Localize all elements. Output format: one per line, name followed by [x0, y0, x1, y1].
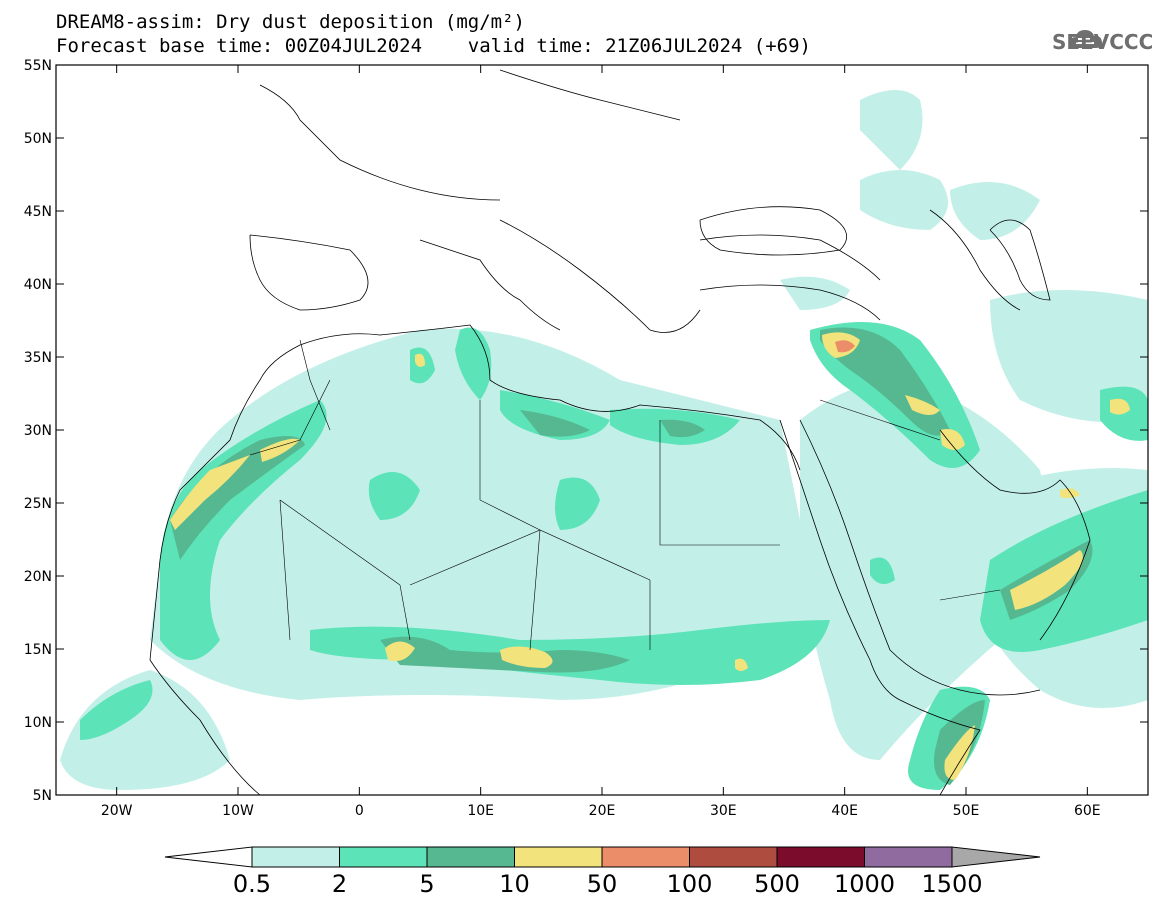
colorbar-segment — [426, 846, 515, 868]
colorbar-label: 50 — [587, 870, 618, 898]
colorbar-segment — [514, 846, 603, 868]
borders — [249, 339, 1001, 651]
lon-tick-label: 30E — [710, 803, 737, 819]
latitude-axis: 55N 50N 45N 40N 35N 30N 25N 20N 15N 10N 5N — [24, 58, 1148, 804]
colorbar-segment — [339, 846, 428, 868]
lat-tick-label: 45N — [24, 204, 52, 220]
field-level-4 — [170, 332, 1130, 780]
colorbar-label: 1000 — [834, 870, 895, 898]
lat-tick-label: 40N — [24, 277, 52, 293]
lat-tick-label: 25N — [24, 496, 52, 512]
lat-tick-label: 20N — [24, 569, 52, 585]
lon-tick-label: 40E — [831, 803, 858, 819]
colorbar-label: 5 — [419, 870, 434, 898]
lon-tick-label: 20W — [101, 803, 133, 819]
title-line-2: Forecast base time: 00Z04JUL2024 valid t… — [56, 35, 811, 57]
longitude-axis: 20W 10W 0 10E 20E 30E 40E 50E 60E — [101, 65, 1101, 819]
colorbar-label: 10 — [499, 870, 530, 898]
seevccc-logo: SEEVCCC — [1052, 30, 1154, 54]
colorbar-segment — [601, 846, 690, 868]
lat-tick-label: 35N — [24, 350, 52, 366]
lon-tick-label: 10E — [467, 803, 494, 819]
field-level-5 — [835, 340, 855, 353]
lat-tick-label: 55N — [24, 58, 52, 74]
colorbar-under-arrow — [164, 846, 253, 868]
lat-tick-label: 15N — [24, 642, 52, 658]
colorbar-label: 0.5 — [233, 870, 271, 898]
colorbar-legend: 0.5 2 5 10 50 100 500 1000 1500 — [164, 846, 1041, 898]
cloud-icon — [1068, 30, 1103, 48]
coastlines — [149, 69, 1091, 795]
lon-tick-label: 50E — [953, 803, 980, 819]
lon-tick-label: 20E — [589, 803, 616, 819]
colorbar-segment — [689, 846, 778, 868]
colorbar-label: 500 — [754, 870, 800, 898]
lat-tick-label: 30N — [24, 423, 52, 439]
colorbar-label: 1500 — [921, 870, 982, 898]
colorbar-label: 100 — [667, 870, 713, 898]
colorbar-label: 2 — [332, 870, 347, 898]
lon-tick-label: 60E — [1074, 803, 1101, 819]
lon-tick-label: 0 — [355, 803, 364, 819]
dust-fields — [60, 90, 1148, 790]
colorbar-segment — [251, 846, 340, 868]
colorbar-segment — [864, 846, 953, 868]
lon-tick-label: 10W — [222, 803, 254, 819]
lat-tick-label: 5N — [33, 788, 52, 804]
colorbar-over-arrow — [951, 846, 1041, 868]
lat-tick-label: 10N — [24, 715, 52, 731]
colorbar-segment — [776, 846, 865, 868]
title-line-1: DREAM8-assim: Dry dust deposition (mg/m²… — [56, 11, 525, 33]
lat-tick-label: 50N — [24, 131, 52, 147]
